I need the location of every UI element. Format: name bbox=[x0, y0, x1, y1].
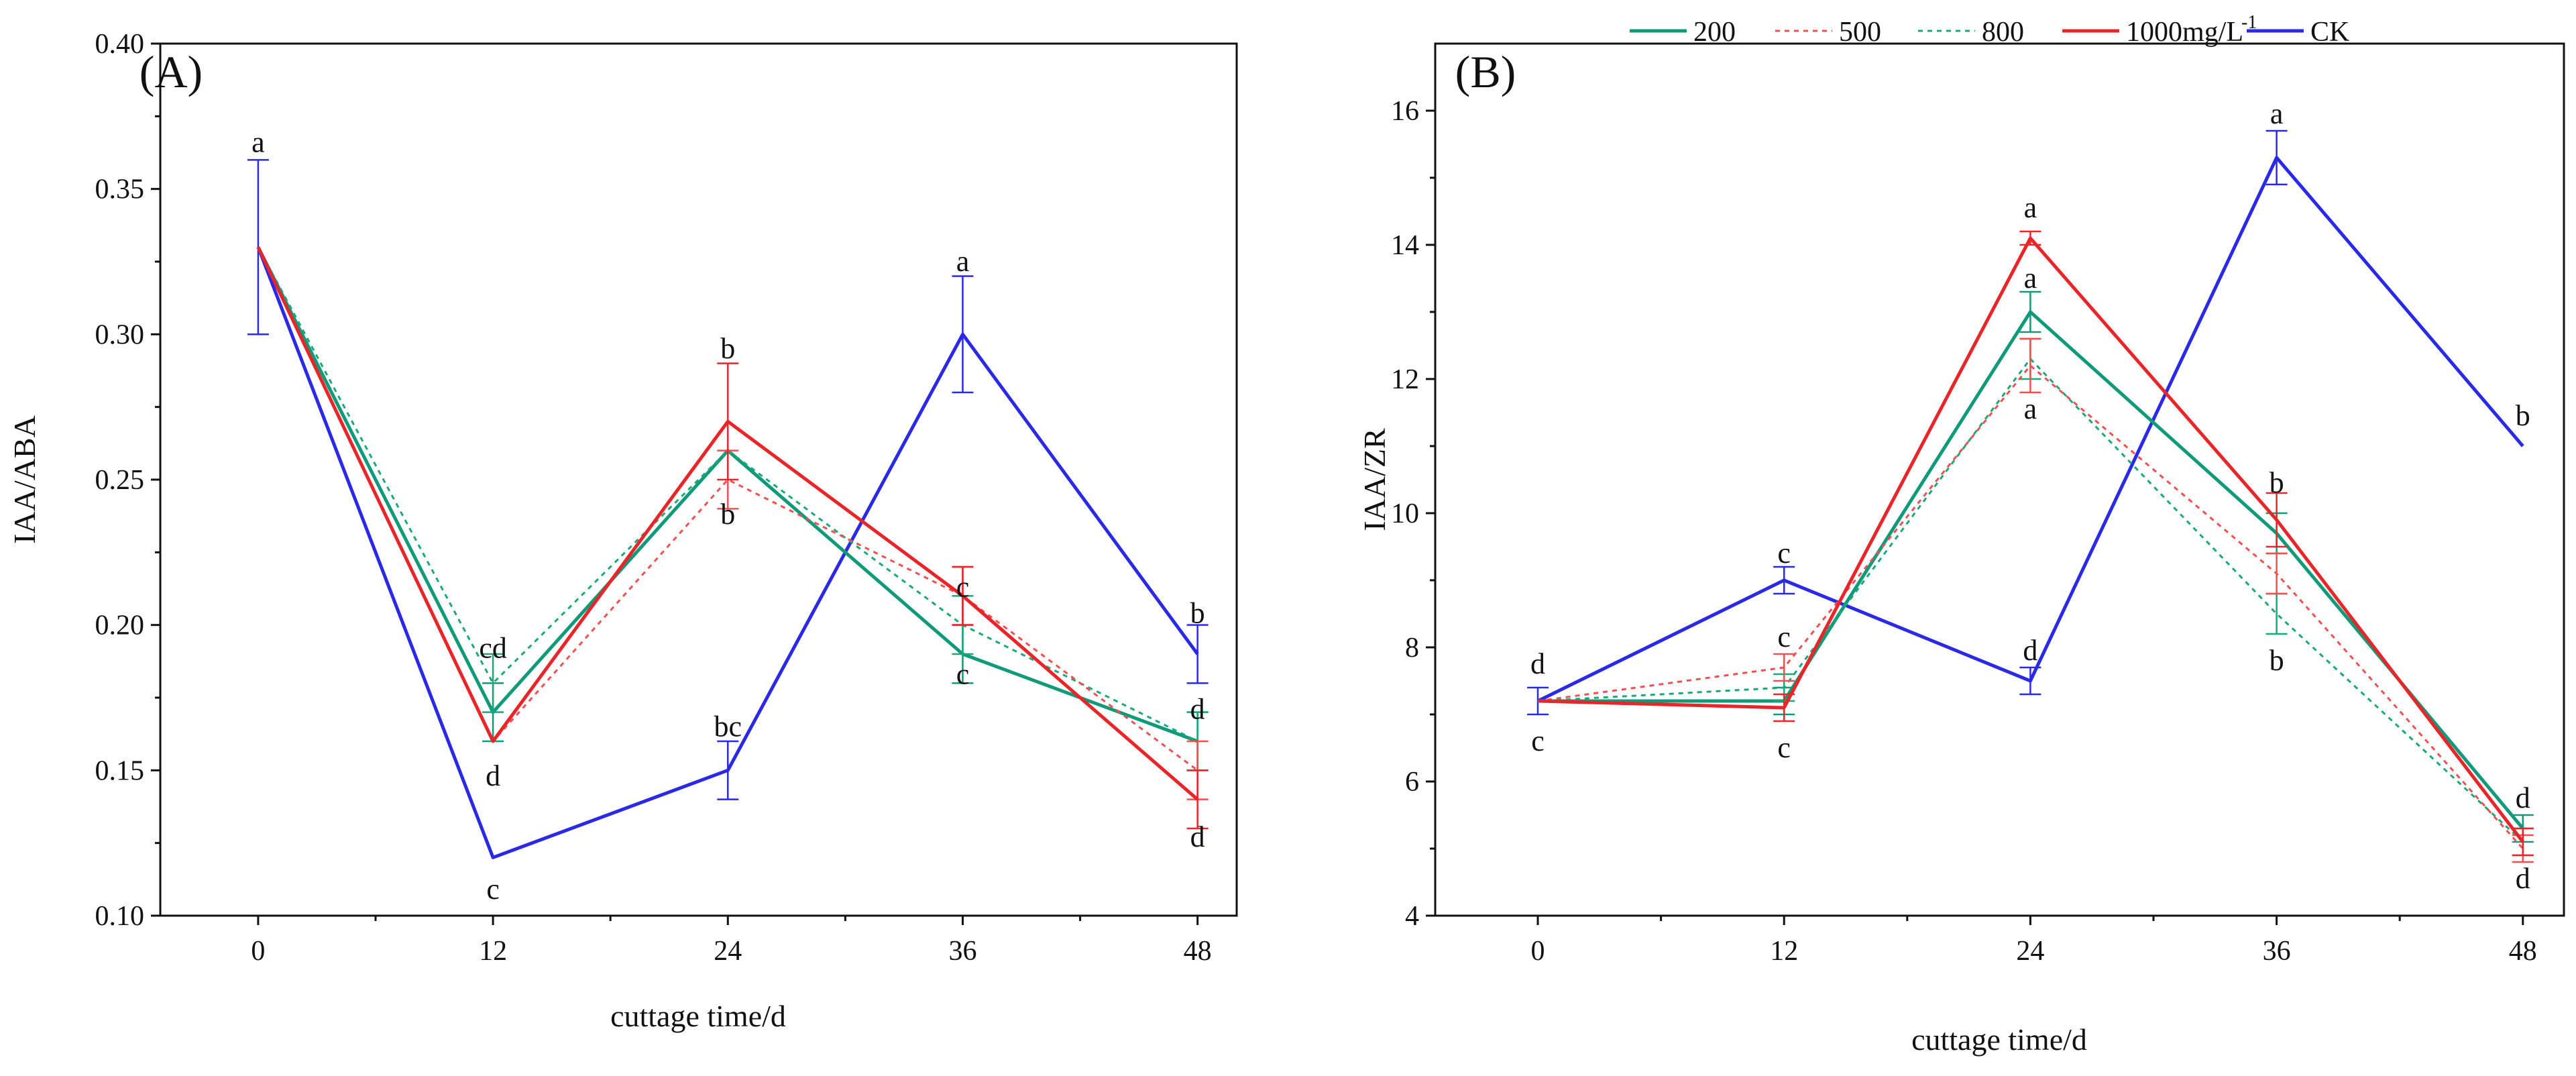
significance-label: b bbox=[2270, 644, 2284, 677]
x-tick-label: 0 bbox=[251, 936, 265, 967]
legend-label: CK bbox=[2310, 17, 2349, 48]
y-tick-label: 4 bbox=[1405, 901, 1419, 932]
legend-label: 800 bbox=[1982, 17, 2024, 48]
significance-label: c bbox=[1777, 621, 1791, 653]
y-tick-label: 0.15 bbox=[95, 755, 145, 786]
series-line-800 bbox=[1537, 358, 2524, 843]
significance-label: d bbox=[2516, 782, 2530, 814]
x-tick-label: 24 bbox=[2016, 936, 2044, 967]
y-tick-label: 0.35 bbox=[95, 174, 145, 205]
y-tick-label: 0.10 bbox=[95, 901, 145, 932]
y-tick-label: 10 bbox=[1391, 498, 1419, 529]
x-tick-label: 36 bbox=[2263, 936, 2291, 967]
significance-label: c bbox=[1777, 537, 1791, 570]
plot-frame bbox=[159, 42, 1238, 917]
significance-label: c bbox=[956, 657, 970, 690]
y-axis-label: IAA/ABA bbox=[7, 415, 42, 544]
significance-label: a bbox=[251, 125, 265, 158]
y-tick-label: 6 bbox=[1405, 767, 1419, 798]
legend-label: 1000mg/L bbox=[2126, 17, 2243, 48]
panel-label: (A) bbox=[139, 46, 203, 97]
significance-label: bc bbox=[714, 710, 742, 743]
chart-panel-b: 4 6 8 10 12 14 16 0 12 24 36 48 cuttage time/d IAA/ZR… bbox=[1357, 42, 2565, 1057]
series-line-500 bbox=[1537, 364, 2524, 850]
x-tick-label: 36 bbox=[948, 936, 976, 967]
significance-label: a bbox=[956, 245, 970, 278]
legend-label: 500 bbox=[1839, 17, 1881, 48]
x-tick-label: 24 bbox=[714, 936, 742, 967]
significance-label: b bbox=[2270, 466, 2284, 499]
significance-label: c bbox=[1777, 731, 1791, 764]
x-axis-label: cuttage time/d bbox=[610, 999, 786, 1033]
y-tick-label: 0.30 bbox=[95, 319, 145, 350]
significance-label: b bbox=[2516, 399, 2530, 432]
plot-frame bbox=[1434, 42, 2565, 917]
y-tick-label: 0.40 bbox=[95, 29, 145, 60]
significance-label: d bbox=[1190, 692, 1205, 725]
y-tick-label: 8 bbox=[1405, 633, 1419, 663]
significance-label: d bbox=[1190, 820, 1205, 853]
panel-label: (B) bbox=[1455, 46, 1516, 97]
significance-label: c bbox=[956, 570, 970, 603]
significance-label: b bbox=[1190, 596, 1205, 629]
significance-label: d bbox=[1530, 647, 1545, 680]
chart-panel-a: 0.10 0.15 0.20 0.25 0.30 0.35 0.40 0 12 24 36 48 cut… bbox=[7, 29, 1238, 1033]
significance-label: c bbox=[486, 873, 500, 906]
legend-superscript: -1 bbox=[2241, 12, 2257, 33]
y-axis-label: IAA/ZR bbox=[1357, 428, 1392, 531]
significance-label: d bbox=[486, 759, 500, 792]
significance-label: cd bbox=[479, 631, 507, 664]
significance-label: a bbox=[2024, 262, 2037, 294]
legend-label: 200 bbox=[1693, 17, 1736, 48]
x-tick-label: 0 bbox=[1531, 936, 1545, 967]
x-axis-label: cuttage time/d bbox=[1911, 1022, 2087, 1057]
x-tick-label: 12 bbox=[479, 936, 507, 967]
y-tick-label: 12 bbox=[1391, 364, 1419, 395]
significance-label: c bbox=[1531, 724, 1545, 757]
significance-label: a bbox=[2024, 392, 2037, 425]
x-tick-label: 48 bbox=[2509, 936, 2537, 967]
y-tick-label: 16 bbox=[1391, 96, 1419, 127]
significance-label: d bbox=[2516, 862, 2530, 895]
legend: 200 500 800 1000mg/L-1 CK bbox=[1630, 12, 2349, 48]
x-tick-label: 12 bbox=[1770, 936, 1798, 967]
significance-label: b bbox=[720, 498, 735, 531]
y-tick-label: 0.25 bbox=[95, 465, 145, 496]
y-tick-label: 0.20 bbox=[95, 610, 145, 641]
significance-label: a bbox=[2024, 191, 2037, 224]
significance-label: a bbox=[2270, 97, 2284, 130]
x-tick-label: 48 bbox=[1184, 936, 1212, 967]
significance-label: d bbox=[2023, 634, 2037, 667]
significance-label: b bbox=[720, 332, 735, 365]
y-tick-label: 14 bbox=[1391, 230, 1419, 261]
